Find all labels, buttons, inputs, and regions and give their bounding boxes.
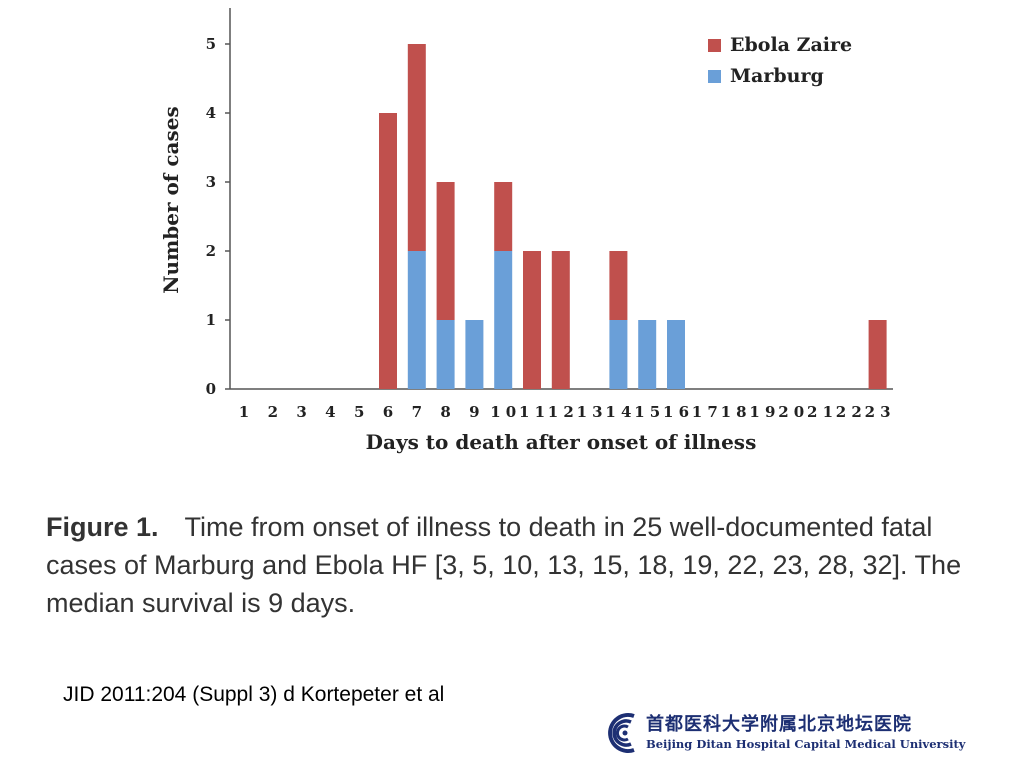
x-tick-label: 16 (663, 403, 689, 421)
bar-ebola-zaire (436, 182, 455, 320)
bar-marburg (638, 320, 657, 389)
x-tick-label: 10 (490, 403, 516, 421)
citation: JID 2011:204 (Suppl 3) d Kortepeter et a… (63, 683, 445, 706)
x-tick-label: 14 (605, 403, 631, 421)
x-tick-label: 9 (469, 403, 479, 421)
bar-ebola-zaire (609, 251, 628, 320)
bar-marburg (465, 320, 484, 389)
bar-marburg (407, 251, 426, 389)
x-tick-label: 15 (634, 403, 660, 421)
caption-label: Figure 1. (46, 512, 159, 542)
caption-text: Time from onset of illness to death in 2… (46, 512, 962, 618)
x-tick-label: 2 (268, 403, 278, 421)
x-tick-label: 4 (325, 403, 335, 421)
bar-marburg (667, 320, 685, 389)
x-tick-label: 13 (577, 403, 603, 421)
x-tick-label: 7 (412, 403, 422, 421)
y-tick-label: 4 (206, 104, 216, 122)
bar-marburg (436, 320, 455, 389)
legend-swatch (708, 70, 721, 83)
y-tick-label: 2 (206, 242, 216, 260)
bar-ebola-zaire (551, 251, 570, 389)
stacked-bar-chart: Number of cases Days to death after onse… (159, 8, 893, 454)
x-tick-label: 3 (296, 403, 306, 421)
bar-marburg (494, 251, 513, 389)
bar-ebola-zaire (407, 44, 426, 251)
legend-label: Marburg (730, 65, 824, 87)
y-tick-label: 1 (206, 311, 216, 329)
x-tick-label: 12 (548, 403, 574, 421)
x-tick-label: 20 (778, 403, 804, 421)
hospital-name-chinese: 首都医科大学附属北京地坛医院 (646, 714, 912, 735)
hospital-name-english: Beijing Ditan Hospital Capital Medical U… (646, 737, 966, 751)
bar-ebola-zaire (868, 320, 887, 389)
legend-swatch (708, 39, 721, 52)
x-tick-label: 23 (865, 403, 891, 421)
y-tick-label: 0 (206, 380, 216, 398)
x-tick-label: 5 (354, 403, 364, 421)
legend-label: Ebola Zaire (730, 34, 852, 56)
figure-caption: Figure 1. Time from onset of illness to d… (46, 508, 1008, 622)
bar-ebola-zaire (379, 113, 397, 389)
y-tick-label: 3 (206, 173, 216, 191)
y-tick-label: 5 (206, 35, 216, 53)
x-tick-label: 11 (519, 403, 545, 421)
x-axis-title: Days to death after onset of illness (366, 430, 757, 454)
y-axis-title: Number of cases (159, 106, 183, 293)
bar-ebola-zaire (494, 182, 513, 251)
x-tick-label: 17 (692, 403, 718, 421)
x-tick-label: 22 (836, 403, 862, 421)
hospital-logo: 首都医科大学附属北京地坛医院 Beijing Ditan Hospital Ca… (604, 710, 965, 758)
x-tick-label: 6 (383, 403, 393, 421)
x-tick-label: 19 (749, 403, 775, 421)
bar-ebola-zaire (523, 251, 541, 389)
legend: Ebola Zaire Marburg (708, 34, 852, 87)
x-tick-label: 8 (440, 403, 450, 421)
x-tick-label: 1 (239, 403, 249, 421)
bar-marburg (609, 320, 628, 389)
x-tick-label: 18 (721, 403, 747, 421)
x-tick-label: 21 (807, 403, 833, 421)
hospital-emblem-icon (608, 713, 635, 753)
